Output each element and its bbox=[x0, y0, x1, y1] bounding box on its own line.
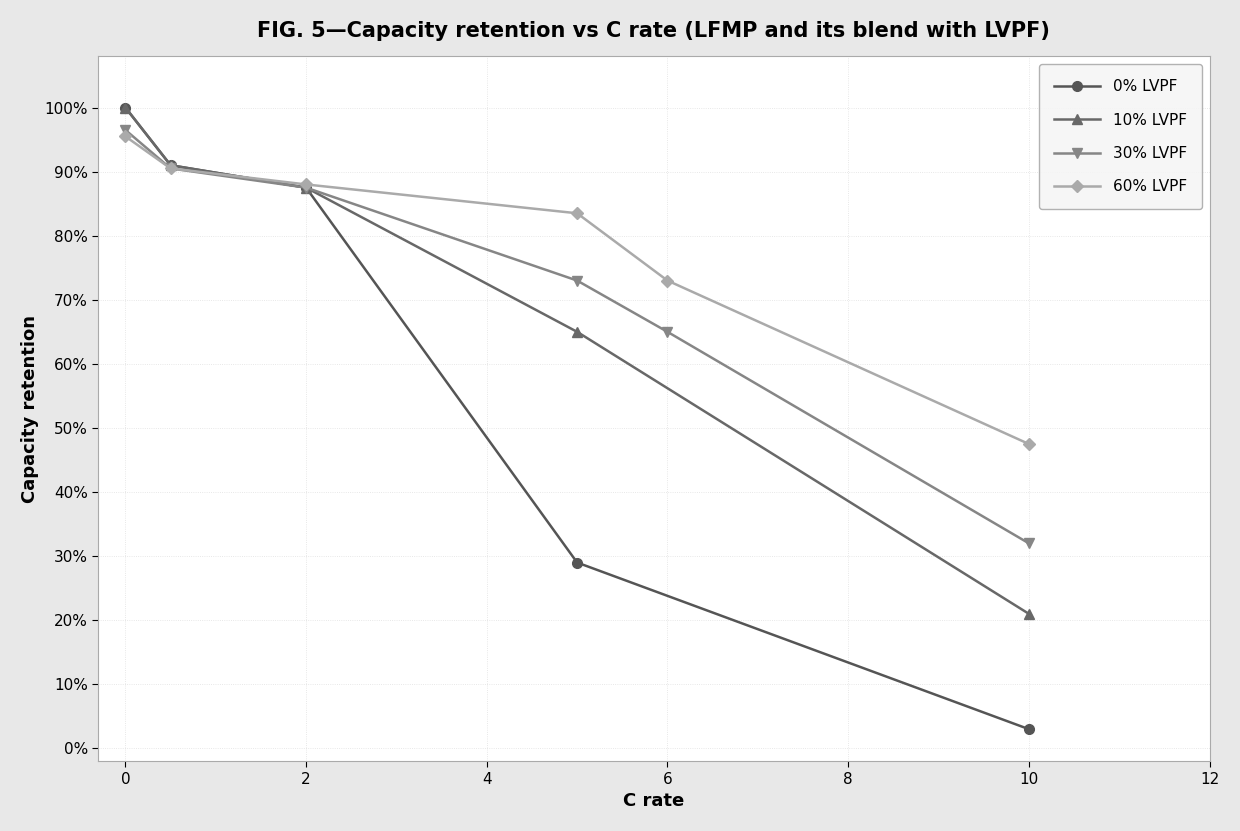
30% LVPF bbox=[1022, 538, 1037, 548]
0% LVPF bbox=[569, 558, 584, 568]
0% LVPF bbox=[1022, 724, 1037, 734]
30% LVPF bbox=[118, 125, 133, 135]
X-axis label: C rate: C rate bbox=[624, 792, 684, 810]
Line: 60% LVPF: 60% LVPF bbox=[122, 132, 1033, 448]
Legend: 0% LVPF, 10% LVPF, 30% LVPF, 60% LVPF: 0% LVPF, 10% LVPF, 30% LVPF, 60% LVPF bbox=[1039, 64, 1202, 209]
Line: 0% LVPF: 0% LVPF bbox=[120, 103, 1034, 734]
60% LVPF bbox=[1022, 439, 1037, 449]
10% LVPF bbox=[569, 327, 584, 337]
60% LVPF bbox=[118, 131, 133, 141]
30% LVPF bbox=[164, 164, 179, 174]
60% LVPF bbox=[299, 179, 314, 189]
10% LVPF bbox=[164, 160, 179, 170]
0% LVPF bbox=[118, 102, 133, 112]
60% LVPF bbox=[569, 209, 584, 219]
0% LVPF bbox=[164, 160, 179, 170]
10% LVPF bbox=[299, 183, 314, 193]
30% LVPF bbox=[660, 327, 675, 337]
30% LVPF bbox=[569, 276, 584, 286]
30% LVPF bbox=[299, 183, 314, 193]
0% LVPF bbox=[299, 183, 314, 193]
Title: FIG. 5—Capacity retention vs C rate (LFMP and its blend with LVPF): FIG. 5—Capacity retention vs C rate (LFM… bbox=[258, 21, 1050, 41]
Line: 30% LVPF: 30% LVPF bbox=[120, 125, 1034, 548]
10% LVPF bbox=[118, 102, 133, 112]
Line: 10% LVPF: 10% LVPF bbox=[120, 103, 1034, 618]
Y-axis label: Capacity retention: Capacity retention bbox=[21, 315, 38, 503]
10% LVPF bbox=[1022, 609, 1037, 619]
60% LVPF bbox=[660, 276, 675, 286]
60% LVPF bbox=[164, 164, 179, 174]
